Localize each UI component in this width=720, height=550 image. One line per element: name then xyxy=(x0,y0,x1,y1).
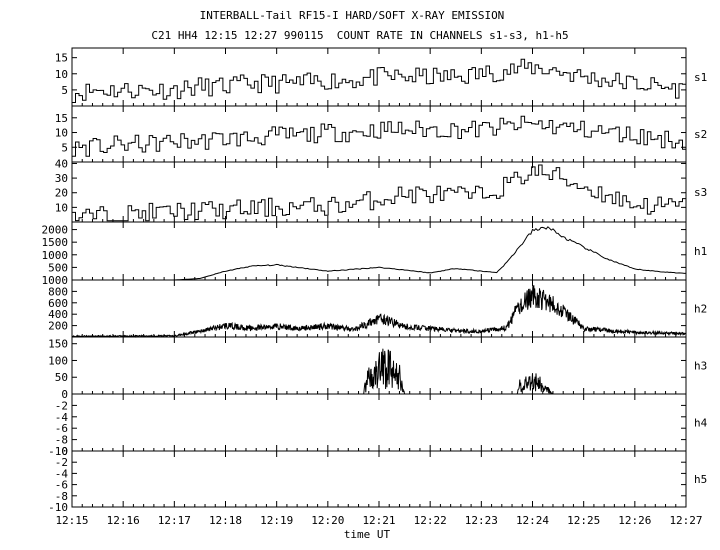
x-tick-label: 12:21 xyxy=(362,514,395,527)
y-tick-label-s1: 15 xyxy=(55,52,68,65)
series-line-s2 xyxy=(72,115,686,157)
panel-frame-s2 xyxy=(71,105,687,163)
x-tick-label: 12:20 xyxy=(311,514,344,527)
series-line-h3 xyxy=(72,348,686,395)
y-tick-label-s1: 10 xyxy=(55,68,68,81)
panel-frame-s1 xyxy=(71,47,687,107)
panel-label-s2: s2 xyxy=(694,128,707,141)
panel-frame-h1 xyxy=(71,221,687,281)
x-tick-label: 12:17 xyxy=(158,514,191,527)
y-tick-label-s2: 10 xyxy=(55,127,68,140)
y-tick-label-h3: 50 xyxy=(55,371,68,384)
y-tick-label-h2: 800 xyxy=(48,285,68,298)
series-line-s1 xyxy=(72,58,686,103)
panel-label-h4: h4 xyxy=(694,417,708,430)
series-line-s3 xyxy=(72,164,686,222)
panel-frame-h5 xyxy=(71,450,687,508)
x-tick-label: 12:24 xyxy=(516,514,549,527)
y-tick-label-h5: -10 xyxy=(48,501,68,514)
y-tick-label-h1: 500 xyxy=(48,261,68,274)
panel-frame-s3 xyxy=(71,161,687,223)
y-tick-label-s3: 20 xyxy=(55,187,68,200)
x-tick-label: 12:23 xyxy=(465,514,498,527)
y-tick-label-h5: 0 xyxy=(61,445,68,458)
y-tick-label-h1: 2000 xyxy=(42,224,69,237)
panel-label-h3: h3 xyxy=(694,360,707,373)
y-tick-label-h5: -2 xyxy=(55,456,68,469)
x-tick-label: 12:26 xyxy=(618,514,651,527)
y-tick-label-h4: 0 xyxy=(61,388,68,401)
x-tick-label: 12:16 xyxy=(107,514,140,527)
chart-title-line-1: INTERBALL-Tail RF15-I HARD/SOFT X-RAY EM… xyxy=(199,9,505,22)
y-tick-label-h1: 1500 xyxy=(42,236,69,249)
y-tick-label-h5: -6 xyxy=(55,479,68,492)
x-tick-label: 12:27 xyxy=(669,514,702,527)
y-tick-label-s3: 10 xyxy=(55,201,68,214)
y-tick-label-h4: -8 xyxy=(55,434,68,447)
panel-label-h1: h1 xyxy=(694,245,707,258)
panel-frame-h4 xyxy=(71,393,687,452)
x-tick-label: 12:19 xyxy=(260,514,293,527)
y-tick-label-h2: 1000 xyxy=(42,274,69,287)
y-tick-label-s3: 30 xyxy=(55,172,68,185)
y-tick-label-h2: 600 xyxy=(48,297,68,310)
x-tick-label: 12:22 xyxy=(414,514,447,527)
y-tick-label-h4: -10 xyxy=(48,445,68,458)
y-tick-label-h5: -4 xyxy=(55,467,69,480)
chart-title-line-2: C21 HH4 12:15 12:27 990115 COUNT RATE IN… xyxy=(151,29,569,42)
y-tick-label-h4: -2 xyxy=(55,399,68,412)
x-tick-label: 12:15 xyxy=(55,514,88,527)
x-tick-label: 12:18 xyxy=(209,514,242,527)
y-tick-label-h4: -4 xyxy=(55,411,69,424)
series-line-h1 xyxy=(72,226,687,281)
y-tick-label-h3: 150 xyxy=(48,338,68,351)
y-tick-label-s2: 15 xyxy=(55,112,68,125)
y-tick-label-s2: 5 xyxy=(61,141,68,154)
x-tick-label: 12:25 xyxy=(567,514,600,527)
y-tick-label-h1: 1000 xyxy=(42,249,69,262)
series-line-h2 xyxy=(71,285,687,338)
y-tick-label-h3: 100 xyxy=(48,354,68,367)
panel-label-s1: s1 xyxy=(694,71,707,84)
panel-label-s3: s3 xyxy=(694,186,707,199)
y-tick-label-h2: 400 xyxy=(48,308,68,321)
y-tick-label-h5: -8 xyxy=(55,490,68,503)
x-axis-label: time UT xyxy=(344,528,391,541)
panel-label-h2: h2 xyxy=(694,303,707,316)
panel-label-h5: h5 xyxy=(694,473,707,486)
y-tick-label-s1: 5 xyxy=(61,84,68,97)
y-tick-label-h2: 200 xyxy=(48,320,68,333)
y-tick-label-h4: -6 xyxy=(55,422,68,435)
y-tick-label-s3: 40 xyxy=(55,157,68,170)
panel-frame-h3 xyxy=(71,336,687,395)
